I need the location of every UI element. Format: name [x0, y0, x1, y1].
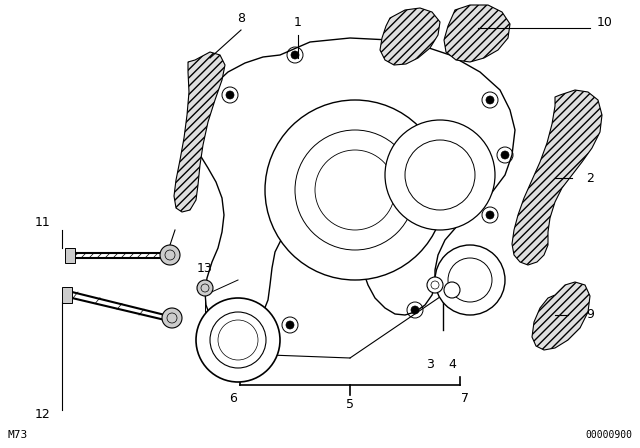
- Text: M73: M73: [8, 430, 28, 440]
- Text: 10: 10: [597, 16, 613, 29]
- Circle shape: [162, 308, 182, 328]
- Circle shape: [435, 245, 505, 315]
- Circle shape: [486, 96, 494, 104]
- Circle shape: [196, 298, 280, 382]
- Circle shape: [286, 321, 294, 329]
- Circle shape: [226, 91, 234, 99]
- Text: 00000900: 00000900: [585, 430, 632, 440]
- Text: 3: 3: [426, 358, 434, 371]
- Text: 5: 5: [346, 399, 354, 412]
- Polygon shape: [444, 5, 510, 62]
- Polygon shape: [532, 282, 590, 350]
- Text: 8: 8: [237, 12, 245, 25]
- Circle shape: [444, 282, 460, 298]
- Text: 12: 12: [35, 409, 51, 422]
- Text: 7: 7: [461, 392, 469, 405]
- Circle shape: [160, 245, 180, 265]
- Circle shape: [427, 277, 443, 293]
- Text: 6: 6: [229, 392, 237, 405]
- Circle shape: [385, 120, 495, 230]
- Polygon shape: [512, 90, 602, 265]
- Polygon shape: [65, 248, 75, 263]
- Text: 9: 9: [586, 309, 594, 322]
- Polygon shape: [195, 38, 515, 330]
- Circle shape: [197, 280, 213, 296]
- Text: 2: 2: [586, 172, 594, 185]
- Circle shape: [265, 100, 445, 280]
- Circle shape: [501, 151, 509, 159]
- Polygon shape: [174, 52, 225, 212]
- Circle shape: [411, 306, 419, 314]
- Text: 1: 1: [294, 16, 302, 29]
- Text: 11: 11: [35, 215, 51, 228]
- Circle shape: [486, 211, 494, 219]
- Polygon shape: [62, 287, 72, 303]
- Circle shape: [291, 51, 299, 59]
- Polygon shape: [380, 8, 440, 65]
- Text: 4: 4: [448, 358, 456, 371]
- Text: 13: 13: [197, 262, 213, 275]
